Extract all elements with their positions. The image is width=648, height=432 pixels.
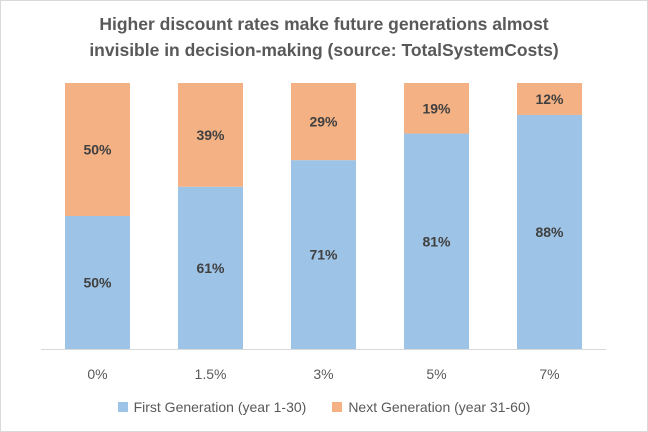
x-tick-label-4: 7% — [539, 366, 559, 382]
chart-title-line-1: Higher discount rates make future genera… — [99, 14, 549, 34]
data-label-next-generation-4: 12% — [535, 91, 564, 107]
x-tick-label-2: 3% — [313, 366, 333, 382]
chart-title: Higher discount rates make future genera… — [1, 11, 647, 63]
data-label-first-generation-4: 88% — [535, 224, 564, 240]
data-label-first-generation-1: 61% — [196, 260, 225, 276]
legend-label-next-generation: Next Generation (year 31-60) — [348, 399, 531, 415]
x-tick-label-0: 0% — [87, 366, 107, 382]
legend-swatch-next-generation — [332, 402, 343, 412]
bar-first-generation-1 — [178, 186, 243, 349]
bar-next-generation-4 — [517, 83, 582, 115]
data-label-next-generation-1: 39% — [196, 127, 225, 143]
legend-item-next-generation: Next Generation (year 31-60) — [332, 399, 530, 415]
data-label-next-generation-2: 29% — [309, 114, 338, 130]
data-label-first-generation-0: 50% — [83, 275, 112, 291]
bar-first-generation-4 — [517, 114, 582, 349]
data-label-first-generation-2: 71% — [309, 247, 338, 263]
x-tick-label-3: 5% — [426, 366, 446, 382]
bar-next-generation-0 — [65, 83, 130, 216]
bar-first-generation-0 — [65, 216, 130, 349]
bar-next-generation-2 — [291, 83, 356, 161]
plot-area: 50% 50% 0% 61% 39% 1.5% 71% 29% 3% 81% 19% 5% 88% 12%… — [41, 83, 606, 382]
data-label-next-generation-3: 19% — [422, 100, 451, 116]
legend-swatch-first-generation — [117, 402, 128, 412]
bar-first-generation-2 — [291, 160, 356, 349]
data-label-next-generation-0: 50% — [83, 142, 112, 158]
bar-next-generation-1 — [178, 83, 243, 187]
data-label-first-generation-3: 81% — [422, 233, 451, 249]
legend-label-first-generation: First Generation (year 1-30) — [133, 399, 307, 415]
legend-item-first-generation: First Generation (year 1-30) — [117, 399, 307, 415]
x-tick-label-1: 1.5% — [195, 366, 227, 382]
bar-next-generation-3 — [404, 83, 469, 134]
legend: First Generation (year 1-30) Next Genera… — [1, 399, 647, 415]
bar-first-generation-3 — [404, 133, 469, 349]
chart-title-line-2: invisible in decision-making (source: To… — [89, 40, 559, 60]
